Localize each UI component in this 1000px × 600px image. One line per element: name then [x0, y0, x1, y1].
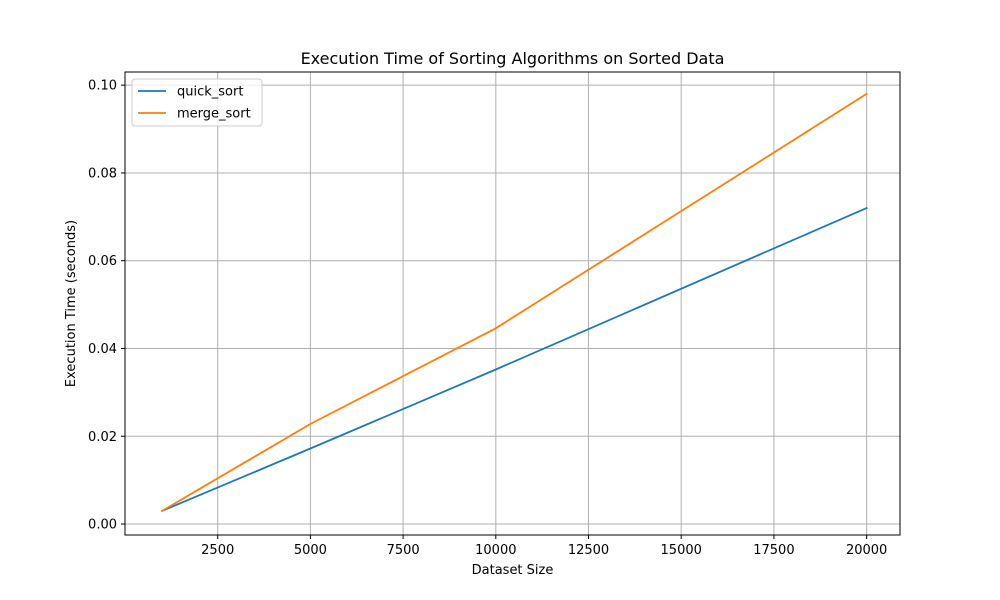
x-axis-ticks: 2500 5000 7500 10000 12500 15000 17500 20000 — [201, 535, 887, 558]
x-tick-label: 17500 — [753, 543, 794, 558]
x-tick-label: 10000 — [475, 543, 516, 558]
x-tick-label: 7500 — [387, 543, 420, 558]
y-tick-label: 0.10 — [88, 79, 117, 94]
y-tick-label: 0.08 — [88, 166, 117, 181]
x-tick-label: 15000 — [661, 543, 702, 558]
y-tick-label: 0.00 — [88, 518, 117, 533]
series-lines — [160, 92, 868, 513]
legend-label-merge-sort: merge_sort — [177, 107, 251, 122]
legend: quick_sort merge_sort — [131, 78, 263, 127]
x-tick-label: 5000 — [294, 543, 327, 558]
chart-title: Execution Time of Sorting Algorithms on … — [301, 49, 725, 68]
x-axis-label: Dataset Size — [472, 563, 554, 578]
y-tick-label: 0.06 — [88, 254, 117, 269]
plot-area-frame — [124, 71, 901, 536]
y-axis-label: Execution Time (seconds) — [64, 220, 79, 387]
x-tick-label: 2500 — [201, 543, 234, 558]
x-tick-label: 20000 — [846, 543, 887, 558]
y-tick-label: 0.02 — [88, 430, 117, 445]
x-tick-label: 12500 — [568, 543, 609, 558]
grid — [125, 72, 900, 535]
y-tick-label: 0.04 — [88, 342, 117, 357]
y-axis-ticks: 0.00 0.02 0.04 0.06 0.08 0.10 — [88, 79, 125, 533]
series-line-quick-sort — [160, 206, 868, 513]
series-line-merge-sort — [160, 92, 868, 513]
legend-label-quick-sort: quick_sort — [177, 85, 243, 100]
